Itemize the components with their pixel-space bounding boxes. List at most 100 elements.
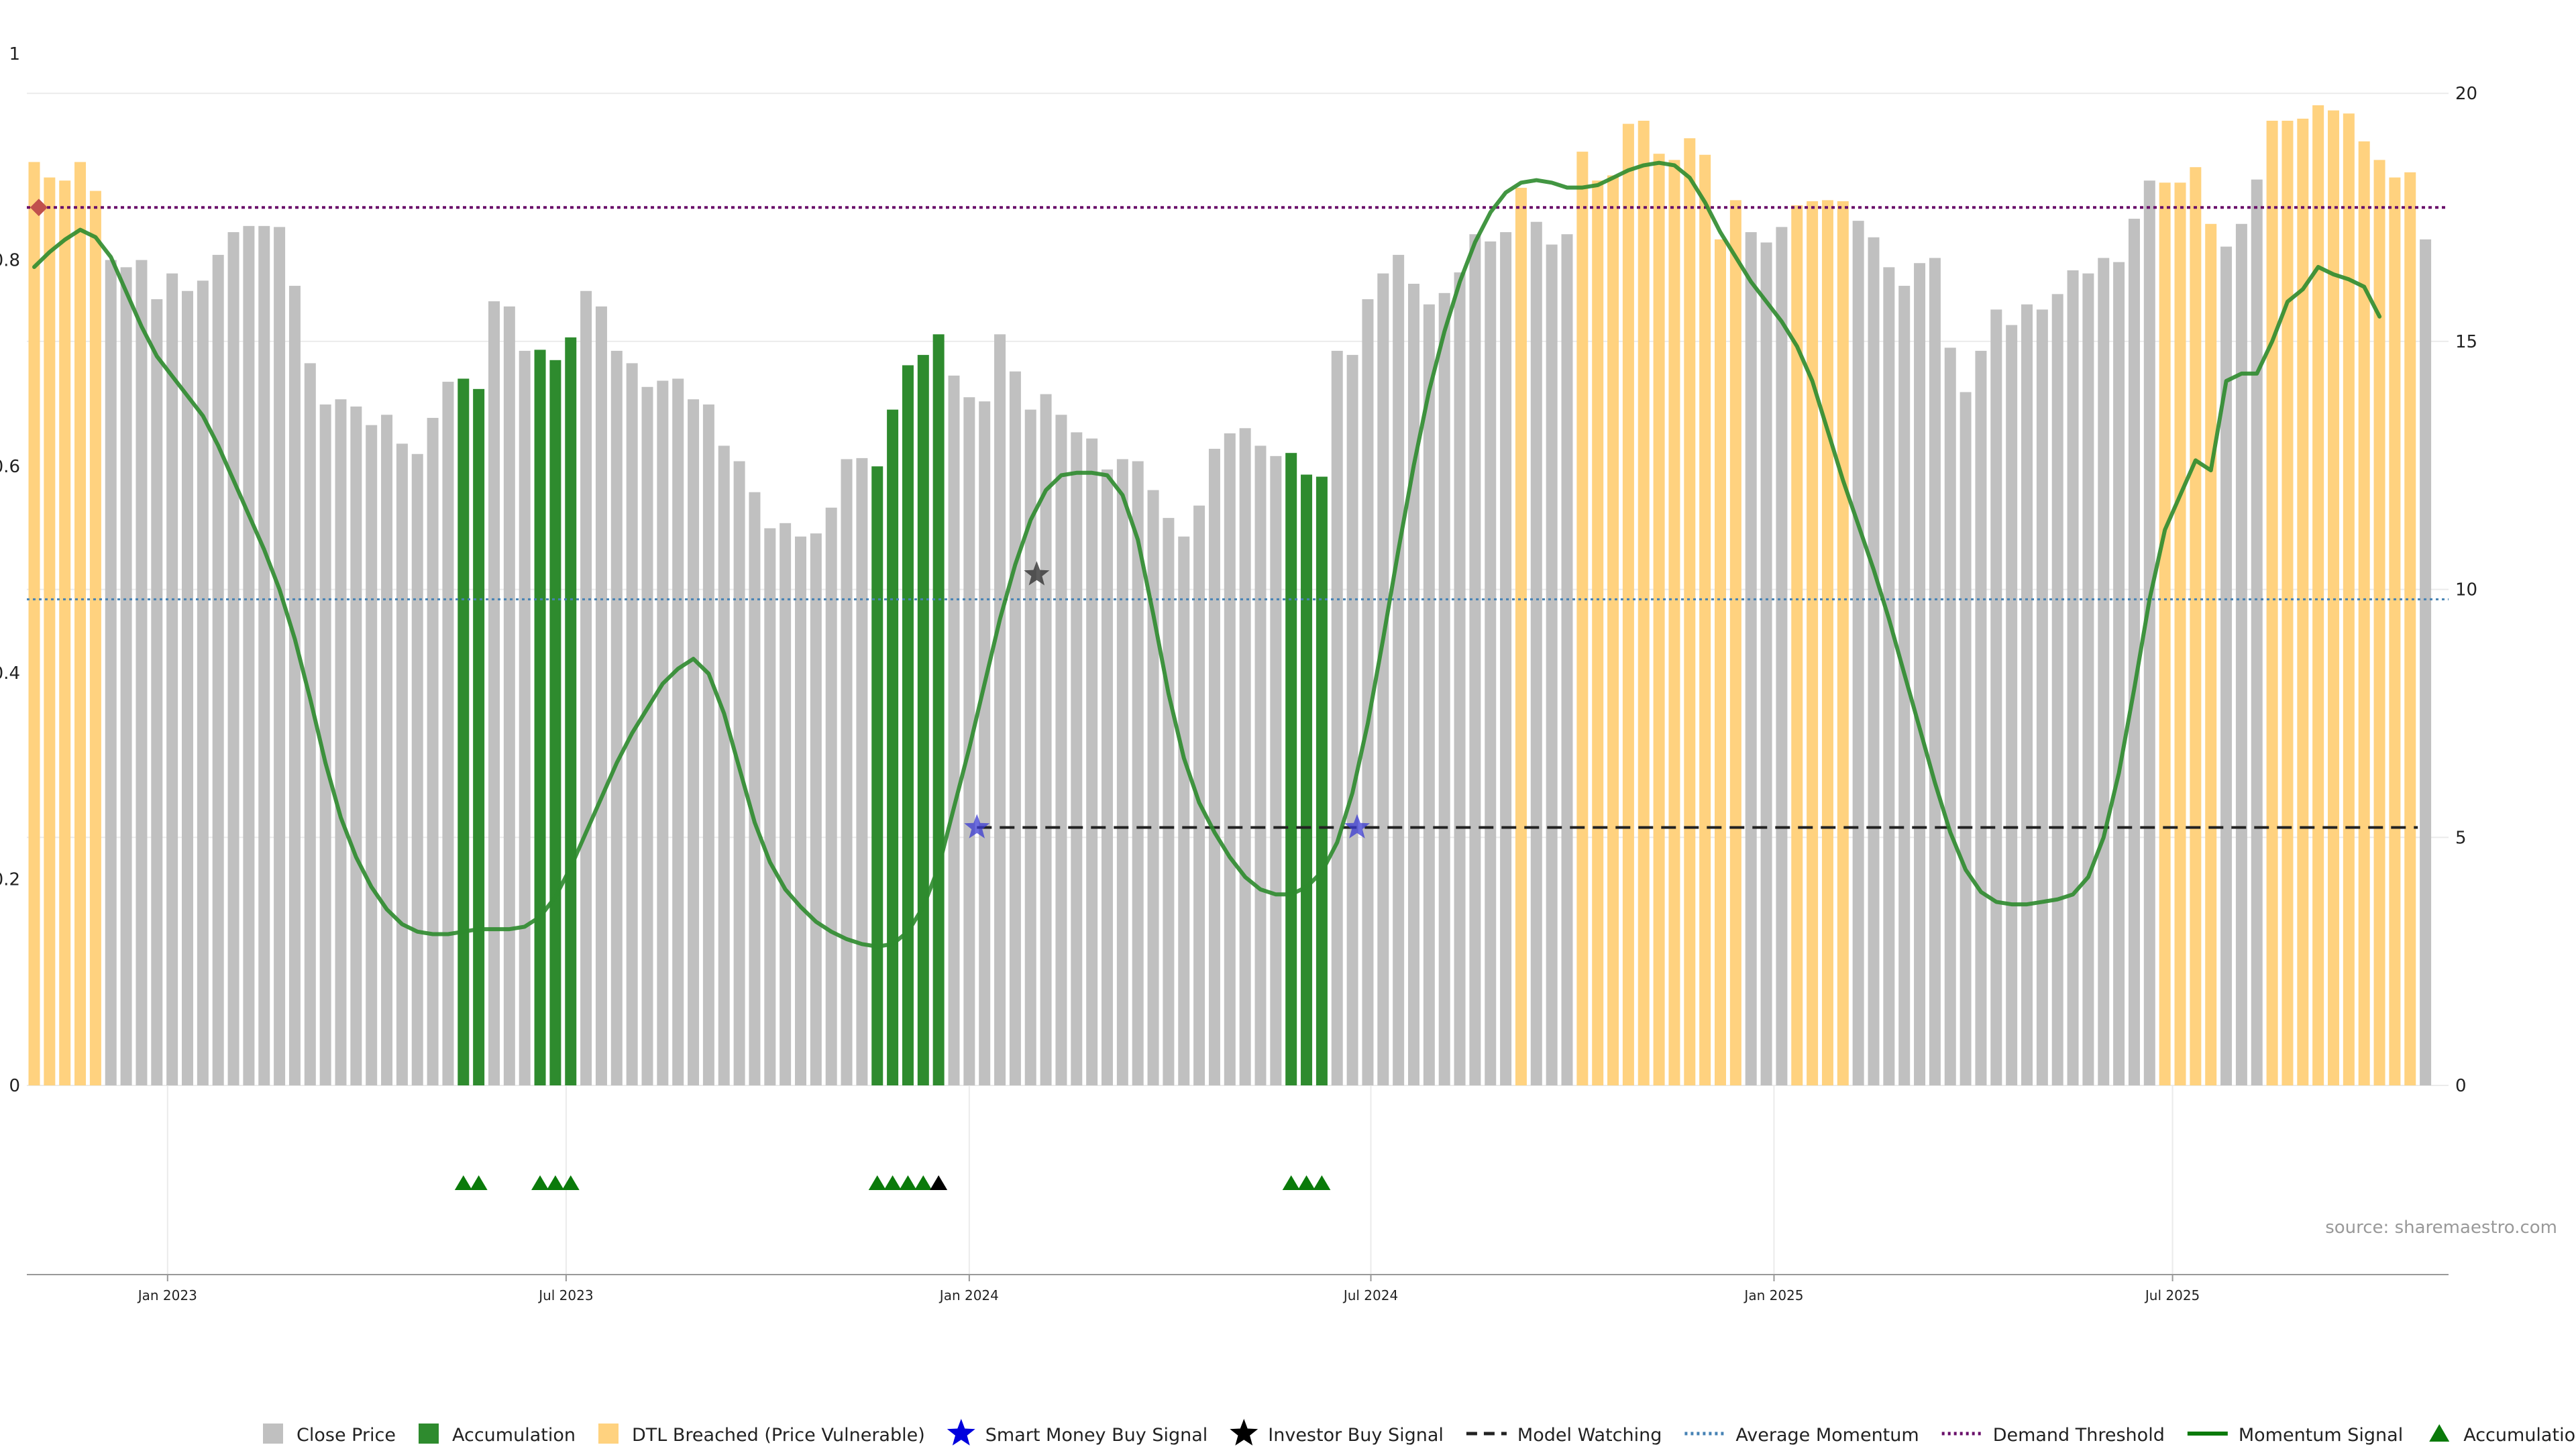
accumulation-triangle	[883, 1175, 902, 1190]
bar-close	[841, 459, 853, 1085]
bar-close	[1745, 232, 1757, 1086]
legend-item: DTL Breached (Price Vulnerable)	[598, 1424, 925, 1446]
bar-dtl	[2297, 118, 2309, 1085]
accumulation-triangle	[914, 1175, 932, 1190]
bar-close	[411, 453, 423, 1085]
bar-close	[1975, 350, 1987, 1085]
right-tick-label: 0	[2455, 1076, 2467, 1096]
bar-accumulation	[1316, 476, 1328, 1085]
legend-item: Investor Buy Signal	[1230, 1419, 1444, 1446]
legend-item: Average Momentum	[1684, 1425, 1919, 1446]
bar-dtl	[44, 177, 56, 1085]
bar-accumulation	[902, 365, 914, 1085]
bar-close	[688, 399, 700, 1085]
bar-dtl	[2328, 110, 2339, 1086]
bar-dtl	[1515, 187, 1527, 1086]
bar-accumulation	[932, 334, 945, 1086]
accumulation-triangle	[868, 1175, 886, 1190]
bar-close	[1469, 234, 1481, 1085]
momentum-signal-line	[32, 160, 2382, 949]
price-bars	[28, 105, 2432, 1086]
bar-close	[166, 273, 178, 1085]
accumulation-triangle	[470, 1175, 488, 1190]
bar-close	[120, 267, 132, 1086]
bar-close	[1990, 309, 2002, 1085]
bar-dtl	[2266, 120, 2278, 1086]
bar-close	[2051, 294, 2063, 1085]
right-tick-label: 15	[2455, 332, 2477, 352]
bar-close	[1362, 299, 1374, 1086]
bar-close	[2235, 223, 2247, 1085]
bar-close	[335, 399, 347, 1085]
bar-close	[1914, 263, 1926, 1085]
left-tick-label: 0.4	[0, 663, 20, 684]
legend-item: Smart Money Buy Signal	[947, 1419, 1208, 1446]
bar-dtl	[28, 162, 40, 1086]
bar-accumulation	[917, 355, 929, 1086]
bar-close	[1208, 449, 1220, 1085]
bar-close	[994, 334, 1006, 1086]
bar-close	[1883, 267, 1895, 1086]
bar-dtl	[1807, 201, 1819, 1086]
legend-swatch	[419, 1424, 439, 1444]
bar-close	[2220, 246, 2233, 1086]
accumulation-triangle	[454, 1175, 472, 1190]
accumulation-triangle	[546, 1175, 564, 1190]
bar-close	[1454, 272, 1466, 1085]
bar-accumulation	[549, 360, 561, 1085]
bar-close	[197, 280, 209, 1085]
bar-close	[948, 375, 960, 1086]
bar-dtl	[1684, 138, 1696, 1086]
bar-close	[1116, 459, 1128, 1085]
bar-close	[1239, 428, 1251, 1085]
bar-close	[1132, 461, 1144, 1085]
bar-accumulation	[871, 466, 883, 1085]
bar-close	[2420, 239, 2432, 1086]
legend-item: Momentum Signal	[2187, 1425, 2403, 1446]
bar-close	[427, 417, 439, 1085]
bar-close	[503, 306, 515, 1085]
bar-close	[319, 404, 331, 1085]
bar-accumulation	[1301, 474, 1313, 1085]
bar-close	[749, 492, 761, 1085]
bar-close	[702, 404, 714, 1085]
legend-item: Demand Threshold	[1941, 1425, 2165, 1446]
bar-dtl	[1715, 239, 1726, 1086]
bar-close	[366, 425, 378, 1085]
bar-dtl	[1837, 201, 1849, 1086]
legend-label: Close Price	[297, 1425, 396, 1446]
bar-close	[1102, 469, 1113, 1085]
accumulation-triangle	[930, 1175, 948, 1190]
bar-close	[979, 401, 991, 1085]
bar-dtl	[74, 162, 87, 1086]
legend-item: Accumulation	[419, 1424, 576, 1446]
bar-close	[2098, 258, 2110, 1086]
bar-dtl	[1576, 152, 1589, 1086]
momentum-signal	[32, 160, 2382, 949]
bar-close	[1561, 234, 1573, 1085]
bar-dtl	[2282, 120, 2294, 1086]
bar-close	[810, 533, 822, 1085]
legend-triangle	[2429, 1424, 2450, 1442]
bar-close	[182, 290, 193, 1085]
bar-close	[136, 260, 148, 1086]
bar-close	[304, 363, 316, 1085]
bar-accumulation	[534, 350, 546, 1085]
bar-dtl	[2358, 141, 2370, 1086]
bar-close	[396, 443, 408, 1085]
bar-dtl	[59, 180, 71, 1085]
bar-close	[350, 406, 362, 1085]
left-tick-label: 0.8	[0, 251, 20, 271]
bar-accumulation	[473, 388, 485, 1085]
bar-dtl	[2312, 105, 2324, 1085]
legend-star	[1230, 1419, 1258, 1446]
bar-close	[288, 286, 301, 1085]
legend-item: Close Price	[263, 1424, 396, 1446]
x-tick-label: Jan 2025	[1743, 1287, 1803, 1303]
bar-close	[1147, 490, 1159, 1085]
x-tick-label: Jan 2024	[938, 1287, 999, 1303]
bar-close	[1423, 304, 1435, 1085]
legend-swatch	[263, 1424, 283, 1444]
bar-close	[1438, 292, 1450, 1085]
legend-label: Accumulation	[452, 1425, 576, 1446]
